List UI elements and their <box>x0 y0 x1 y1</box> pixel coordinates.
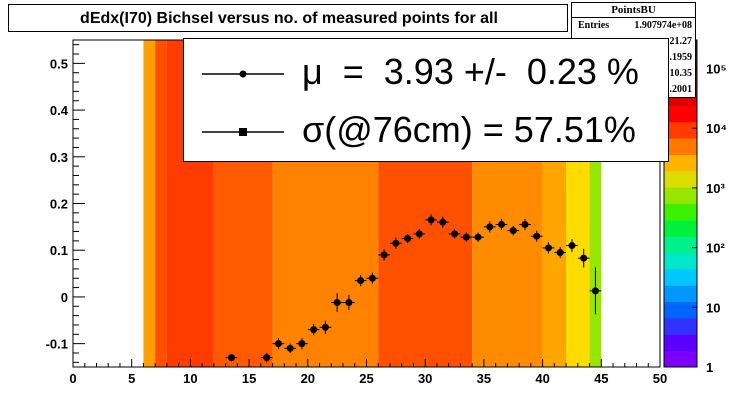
palette-band <box>664 236 697 254</box>
data-point <box>568 242 576 250</box>
data-point <box>474 233 482 241</box>
legend-markers <box>202 70 284 136</box>
data-point <box>451 230 459 238</box>
palette-tick-label: 10 <box>706 300 720 315</box>
data-point <box>544 244 552 252</box>
palette-band <box>664 105 697 123</box>
data-point <box>333 299 341 307</box>
data-point <box>345 299 353 307</box>
x-tick-label: 25 <box>359 371 373 386</box>
data-point <box>415 230 423 238</box>
data-point <box>392 239 400 247</box>
circle-marker-icon <box>239 70 247 78</box>
y-tick-label: 0.1 <box>50 243 68 258</box>
stats-row: 10.35 <box>578 68 693 80</box>
data-point <box>404 235 412 243</box>
title-box: dEdx(I70) Bichsel versus no. of measured… <box>8 4 568 32</box>
profile-points <box>225 214 602 363</box>
palette-band <box>664 285 697 303</box>
stats-value: 0.2001 <box>664 84 693 95</box>
stats-title: PointsBU <box>611 4 656 16</box>
data-point <box>286 344 294 352</box>
data-point <box>533 232 541 240</box>
data-point <box>227 354 235 362</box>
legend-box: μ = 3.93 +/- 0.23 % σ(@76cm) = 57.51% <box>183 38 669 162</box>
stats-row: 0.1959 <box>578 52 693 64</box>
palette-tick-label: 10⁴ <box>706 121 727 136</box>
palette-band <box>664 317 697 335</box>
legend-entry-sigma: σ(@76cm) = 57.51% <box>302 109 636 150</box>
data-point <box>486 223 494 231</box>
data-point <box>556 249 564 257</box>
palette-band <box>664 170 697 188</box>
chart-title: dEdx(I70) Bichsel versus no. of measured… <box>80 10 498 27</box>
palette-tick-label: 10³ <box>706 181 725 196</box>
x-tick-label: 20 <box>301 371 315 386</box>
heatmap-column <box>155 40 167 367</box>
palette-band <box>664 121 697 139</box>
y-tick-label: 0.3 <box>50 150 68 165</box>
data-point <box>521 221 529 229</box>
data-point <box>321 323 329 331</box>
palette-band <box>664 138 697 155</box>
data-point <box>580 254 588 262</box>
stats-row: 21.27 <box>578 36 693 48</box>
stats-value: 1.907974e+08 <box>634 20 692 31</box>
palette-band <box>664 301 697 319</box>
data-point <box>274 340 282 348</box>
axes: 0 5 10 15 20 25 30 35 40 45 50 -0.1 0 0.1 0.2 0.3 0.4 0.5 <box>46 44 667 386</box>
x-tick-label: 40 <box>535 371 549 386</box>
legend-entry-mu: μ = 3.93 +/- 0.23 % <box>302 51 639 92</box>
x-tick-label: 45 <box>594 371 608 386</box>
stats-row: Entries 1.907974e+08 <box>578 20 692 32</box>
stats-row: 0.2001 <box>578 84 693 96</box>
data-point <box>509 227 517 235</box>
x-tick-label: 35 <box>477 371 491 386</box>
stats-value: 21.27 <box>669 36 693 47</box>
data-point <box>298 340 306 348</box>
data-point <box>357 277 365 285</box>
palette-band <box>664 219 697 237</box>
y-tick-label: -0.1 <box>46 337 68 352</box>
palette-band <box>664 334 697 352</box>
x-tick-label: 50 <box>653 371 667 386</box>
stats-value: 10.35 <box>669 68 693 79</box>
stats-key: Entries <box>578 20 610 31</box>
data-point <box>462 233 470 241</box>
square-marker-icon <box>239 128 247 136</box>
data-point <box>427 216 435 224</box>
y-tick-label: 0.4 <box>50 103 69 118</box>
palette-band <box>664 203 697 221</box>
palette-band <box>664 350 697 368</box>
palette-tick-label: 1 <box>706 360 713 375</box>
y-tick-label: 0 <box>61 290 68 305</box>
palette-tick-label: 10² <box>706 241 725 256</box>
palette-band <box>664 252 697 270</box>
data-point <box>310 326 318 334</box>
y-tick-label: 0.2 <box>50 197 68 212</box>
data-point <box>498 221 506 229</box>
heatmap-column <box>589 40 602 367</box>
x-tick-label: 15 <box>242 371 256 386</box>
data-point <box>380 251 388 259</box>
data-point <box>368 274 376 282</box>
heatmap-column <box>143 40 156 367</box>
palette-tick-label: 10⁵ <box>706 61 727 76</box>
x-tick-label: 0 <box>69 371 76 386</box>
y-tick-label: 0.5 <box>50 56 68 71</box>
x-tick-label: 5 <box>128 371 135 386</box>
stats-divider <box>572 17 695 18</box>
x-tick-label: 30 <box>418 371 432 386</box>
palette-band <box>664 154 697 172</box>
stats-value: 0.1959 <box>664 52 693 63</box>
data-point <box>591 287 599 295</box>
data-point <box>439 218 447 226</box>
x-tick-label: 10 <box>183 371 197 386</box>
palette-band <box>664 187 697 204</box>
palette-band <box>664 268 697 286</box>
data-point <box>263 354 271 362</box>
